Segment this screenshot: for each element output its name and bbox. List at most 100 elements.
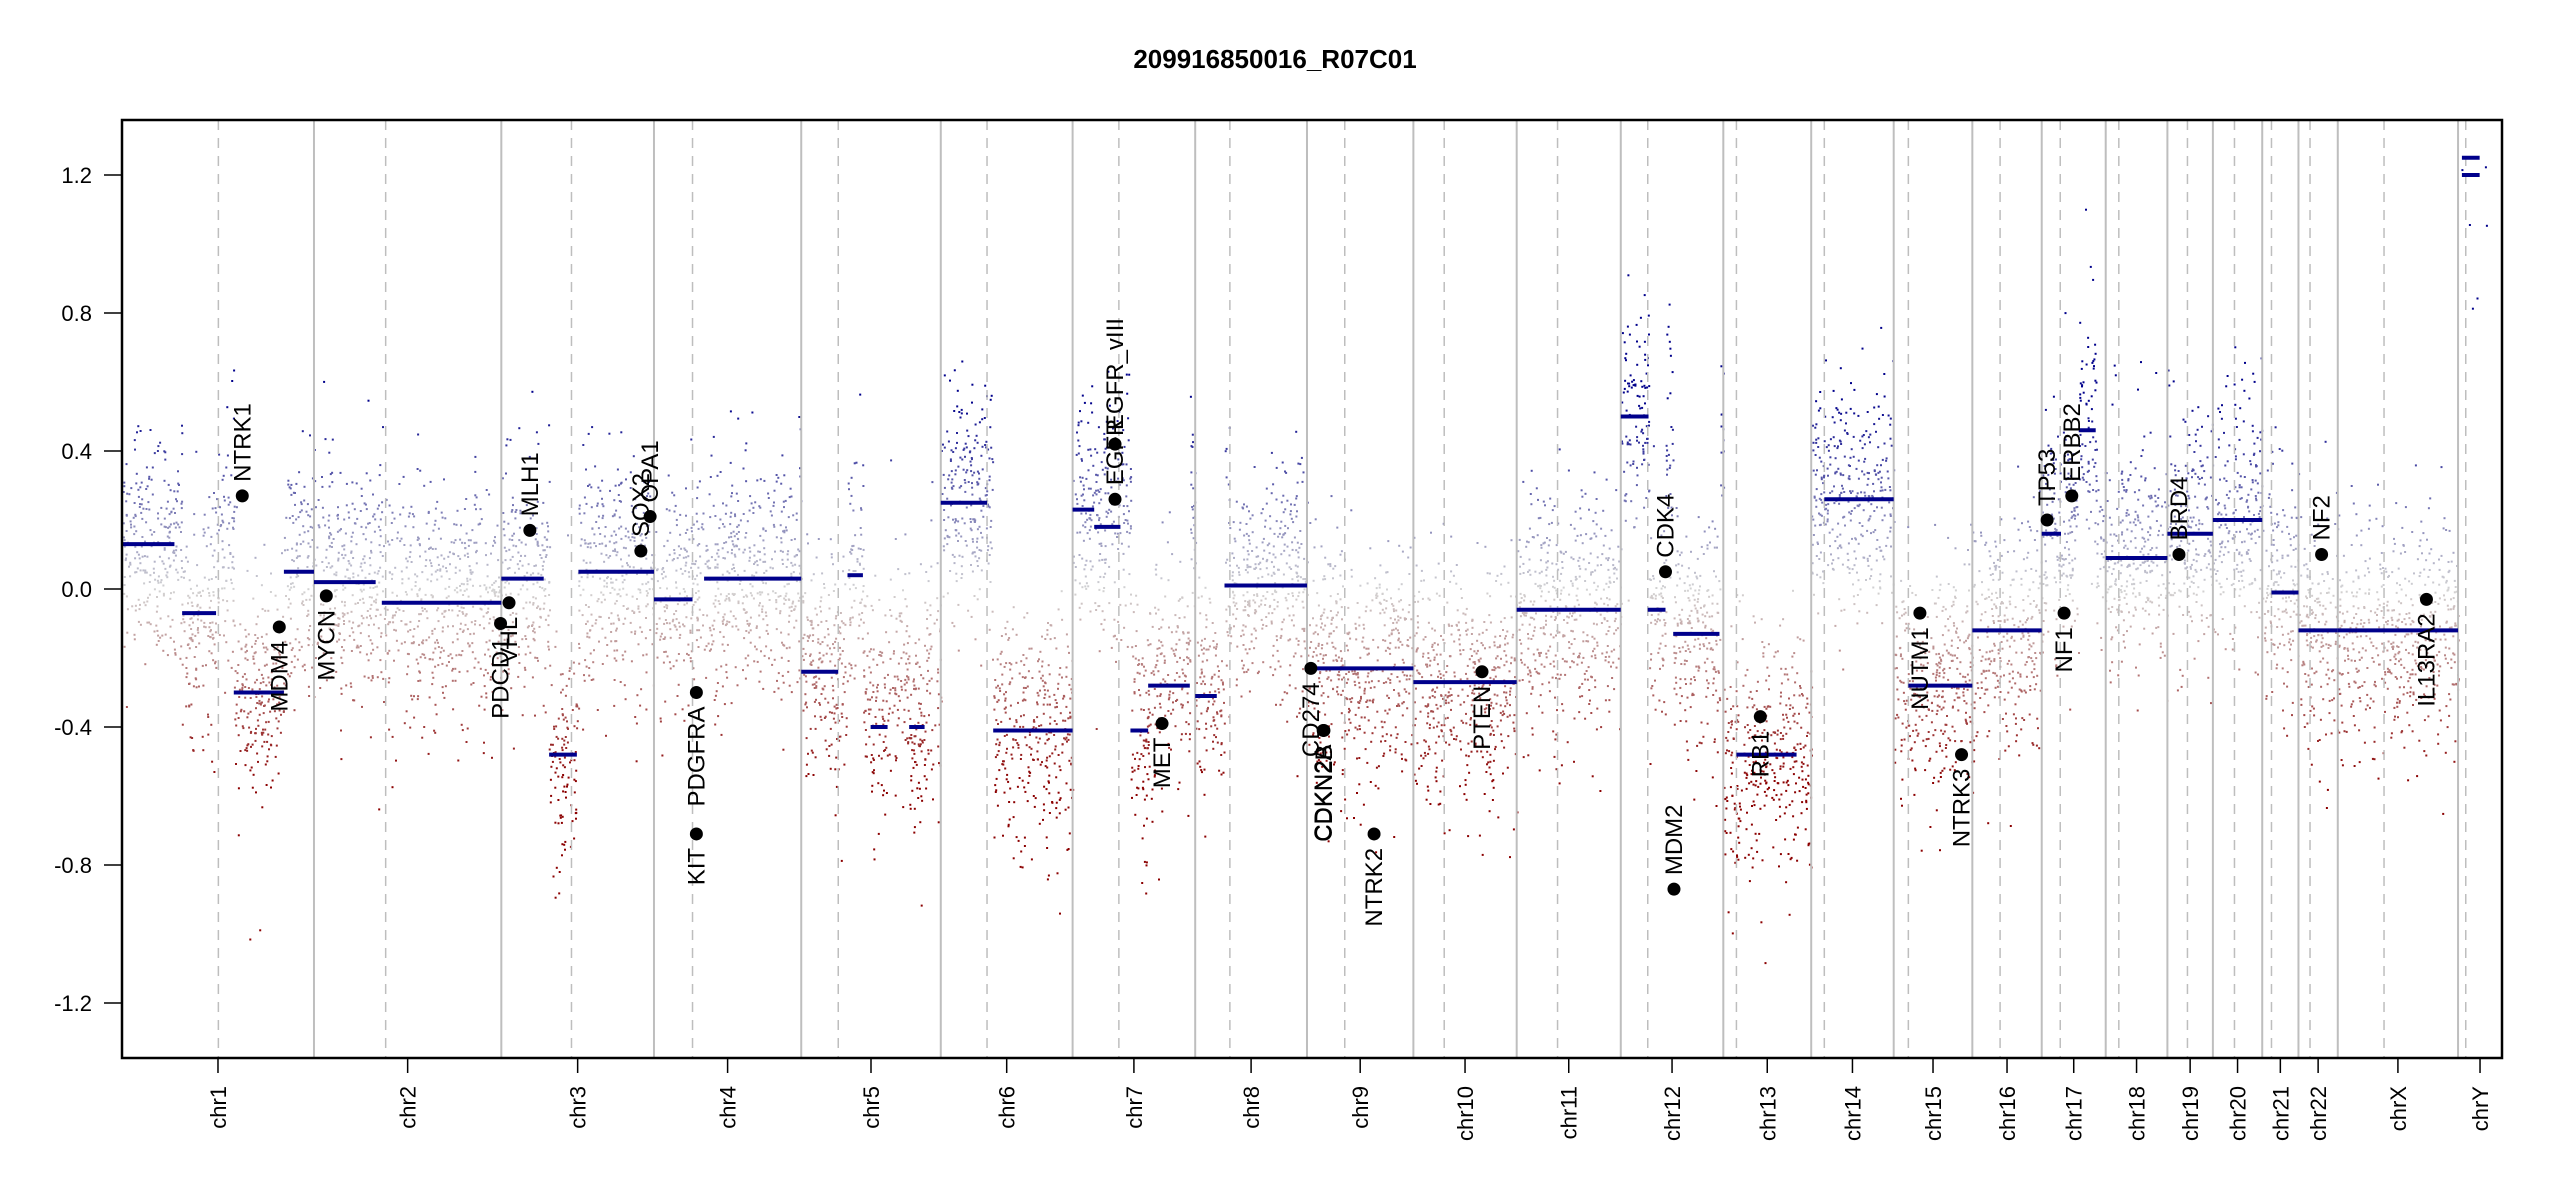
probe-point bbox=[471, 642, 474, 645]
probe-point bbox=[1287, 593, 1290, 595]
probe-point bbox=[249, 710, 252, 713]
probe-point bbox=[1233, 537, 1236, 540]
probe-point bbox=[1280, 628, 1283, 631]
probe-point bbox=[947, 478, 950, 481]
probe-point bbox=[587, 485, 589, 487]
probe-point bbox=[512, 504, 514, 507]
probe-point bbox=[359, 645, 362, 647]
probe-point bbox=[618, 588, 621, 591]
probe-point bbox=[631, 536, 634, 539]
probe-point bbox=[1046, 629, 1049, 632]
probe-point bbox=[971, 401, 973, 404]
probe-point bbox=[975, 434, 978, 437]
probe-point bbox=[859, 548, 862, 550]
probe-point bbox=[233, 505, 236, 508]
probe-point bbox=[610, 577, 613, 580]
probe-point bbox=[456, 591, 459, 594]
probe-point bbox=[937, 707, 940, 710]
probe-point bbox=[900, 620, 903, 623]
probe-point bbox=[1200, 712, 1203, 715]
probe-point bbox=[773, 525, 776, 528]
probe-point bbox=[266, 755, 269, 758]
probe-point bbox=[981, 536, 984, 539]
probe-point bbox=[1078, 554, 1081, 556]
probe-point bbox=[1270, 451, 1273, 454]
probe-point bbox=[412, 635, 415, 638]
probe-point bbox=[850, 606, 853, 609]
probe-point bbox=[1032, 795, 1035, 797]
probe-point bbox=[286, 585, 289, 588]
probe-point bbox=[1087, 421, 1090, 424]
probe-point bbox=[592, 661, 595, 664]
probe-point bbox=[202, 684, 205, 687]
probe-point bbox=[996, 700, 999, 703]
probe-point bbox=[1256, 595, 1259, 597]
probe-point bbox=[362, 583, 365, 586]
probe-point bbox=[952, 485, 955, 488]
probe-point bbox=[978, 421, 981, 424]
probe-point bbox=[157, 575, 160, 578]
probe-point bbox=[245, 635, 248, 638]
probe-point bbox=[675, 581, 677, 584]
probe-point bbox=[696, 574, 698, 577]
probe-point bbox=[913, 684, 916, 687]
probe-point bbox=[524, 668, 527, 671]
probe-point bbox=[1066, 740, 1068, 743]
probe-point bbox=[1097, 581, 1100, 584]
probe-point bbox=[323, 611, 326, 614]
probe-point bbox=[271, 779, 274, 782]
probe-point bbox=[1272, 654, 1275, 657]
probe-point bbox=[682, 556, 685, 559]
probe-point bbox=[1275, 466, 1278, 469]
probe-point bbox=[673, 549, 676, 551]
probe-point bbox=[1235, 684, 1238, 687]
probe-point bbox=[290, 672, 293, 675]
probe-point bbox=[629, 471, 632, 474]
probe-point bbox=[367, 676, 370, 679]
probe-point bbox=[940, 450, 943, 452]
probe-point bbox=[343, 620, 345, 622]
probe-point bbox=[747, 631, 750, 634]
probe-point bbox=[1386, 588, 1388, 591]
probe-point bbox=[613, 649, 616, 652]
probe-point bbox=[595, 619, 598, 622]
probe-point bbox=[716, 474, 719, 477]
probe-point bbox=[1115, 638, 1118, 641]
probe-point bbox=[1015, 721, 1018, 724]
probe-point bbox=[941, 493, 944, 495]
probe-point bbox=[221, 478, 224, 481]
probe-point bbox=[737, 531, 740, 533]
probe-point bbox=[1247, 614, 1250, 617]
probe-point bbox=[900, 657, 903, 660]
probe-point bbox=[868, 650, 871, 653]
probe-point bbox=[196, 603, 199, 606]
probe-point bbox=[743, 637, 746, 640]
probe-point bbox=[867, 708, 870, 711]
probe-point bbox=[376, 593, 379, 596]
probe-point bbox=[185, 667, 188, 669]
probe-point bbox=[749, 592, 752, 595]
probe-point bbox=[1019, 758, 1022, 760]
probe-point bbox=[908, 655, 911, 658]
probe-point bbox=[647, 581, 650, 584]
probe-point bbox=[820, 718, 823, 721]
probe-point bbox=[651, 643, 654, 646]
probe-point bbox=[1144, 766, 1146, 769]
probe-point bbox=[433, 627, 436, 630]
probe-point bbox=[244, 628, 247, 631]
probe-point bbox=[627, 607, 630, 610]
probe-point bbox=[718, 602, 721, 605]
probe-point bbox=[909, 737, 912, 740]
probe-point bbox=[574, 780, 577, 783]
probe-point bbox=[989, 526, 992, 528]
probe-point bbox=[259, 929, 262, 932]
probe-point bbox=[371, 642, 374, 645]
probe-point bbox=[1288, 684, 1291, 687]
probe-point bbox=[655, 623, 658, 625]
probe-point bbox=[1161, 521, 1164, 524]
probe-point bbox=[895, 759, 897, 762]
probe-point bbox=[367, 659, 370, 662]
probe-point bbox=[639, 626, 642, 629]
probe-point bbox=[636, 694, 639, 697]
probe-point bbox=[181, 567, 183, 570]
